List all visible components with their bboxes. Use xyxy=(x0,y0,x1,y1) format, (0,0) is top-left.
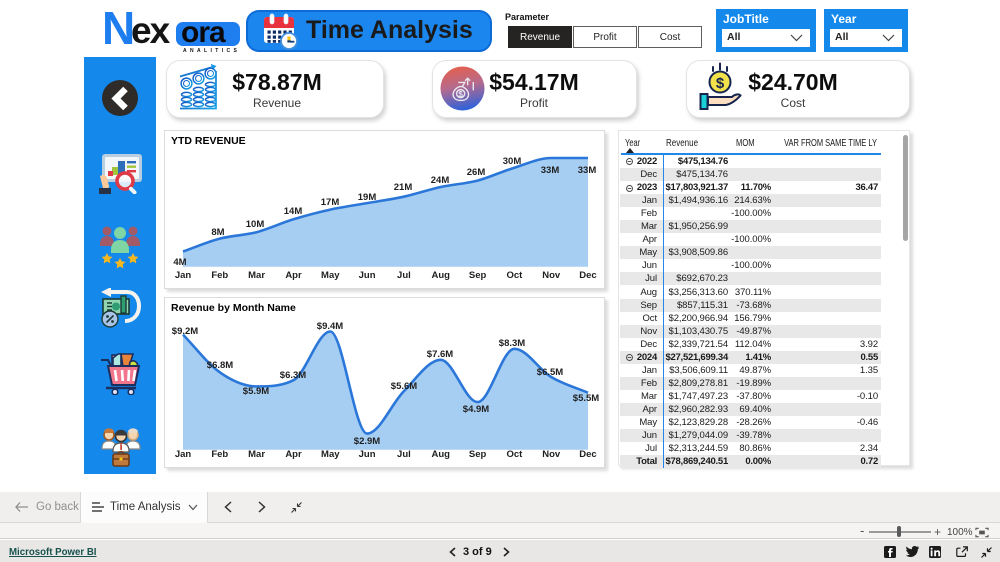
svg-text:May: May xyxy=(321,270,340,281)
svg-text:$7.6M: $7.6M xyxy=(427,349,453,360)
svg-text:33M: 33M xyxy=(578,165,597,176)
svg-text:Jan: Jan xyxy=(175,270,192,281)
svg-text:$: $ xyxy=(458,90,463,99)
svg-text:$5.9M: $5.9M xyxy=(243,386,269,397)
svg-text:Oct: Oct xyxy=(506,270,523,281)
svg-text:Sep: Sep xyxy=(469,270,487,281)
svg-text:Mar: Mar xyxy=(248,449,265,460)
svg-text:Feb: Feb xyxy=(211,270,228,281)
svg-text:14M: 14M xyxy=(284,206,303,217)
svg-text:Nov: Nov xyxy=(542,449,561,460)
svg-text:Nov: Nov xyxy=(542,270,561,281)
svg-text:Sep: Sep xyxy=(469,449,487,460)
svg-text:$2.9M: $2.9M xyxy=(354,436,380,447)
svg-text:Aug: Aug xyxy=(431,449,450,460)
svg-text:$6.5M: $6.5M xyxy=(537,367,563,378)
svg-text:4M: 4M xyxy=(173,257,186,268)
svg-text:8M: 8M xyxy=(211,227,224,238)
svg-text:$4.9M: $4.9M xyxy=(463,404,489,415)
svg-text:17M: 17M xyxy=(321,197,340,208)
svg-text:Mar: Mar xyxy=(248,270,265,281)
svg-text:$8.3M: $8.3M xyxy=(499,338,525,349)
svg-text:19M: 19M xyxy=(358,192,377,203)
svg-text:Dec: Dec xyxy=(579,449,596,460)
svg-text:$9.2M: $9.2M xyxy=(172,326,198,337)
svg-text:$5.5M: $5.5M xyxy=(573,393,599,404)
svg-text:$5.6M: $5.6M xyxy=(391,381,417,392)
svg-text:Oct: Oct xyxy=(506,449,523,460)
svg-text:Dec: Dec xyxy=(579,270,596,281)
svg-text:Jan: Jan xyxy=(175,449,192,460)
svg-text:Feb: Feb xyxy=(211,449,228,460)
svg-text:$6.8M: $6.8M xyxy=(207,360,233,371)
svg-text:10M: 10M xyxy=(246,219,265,230)
svg-text:Jun: Jun xyxy=(359,449,376,460)
svg-text:Jun: Jun xyxy=(359,270,376,281)
svg-text:Aug: Aug xyxy=(431,270,450,281)
svg-text:21M: 21M xyxy=(394,182,413,193)
svg-text:24M: 24M xyxy=(431,175,450,186)
svg-text:Apr: Apr xyxy=(285,449,302,460)
svg-text:Jul: Jul xyxy=(397,270,411,281)
svg-text:Jul: Jul xyxy=(397,449,411,460)
svg-text:26M: 26M xyxy=(467,167,486,178)
svg-text:May: May xyxy=(321,449,340,460)
svg-text:$9.4M: $9.4M xyxy=(317,321,343,332)
svg-text:Apr: Apr xyxy=(285,270,302,281)
svg-text:30M: 30M xyxy=(503,156,522,167)
svg-text:$6.3M: $6.3M xyxy=(280,370,306,381)
svg-text:$: $ xyxy=(716,75,725,92)
svg-text:33M: 33M xyxy=(541,165,560,176)
